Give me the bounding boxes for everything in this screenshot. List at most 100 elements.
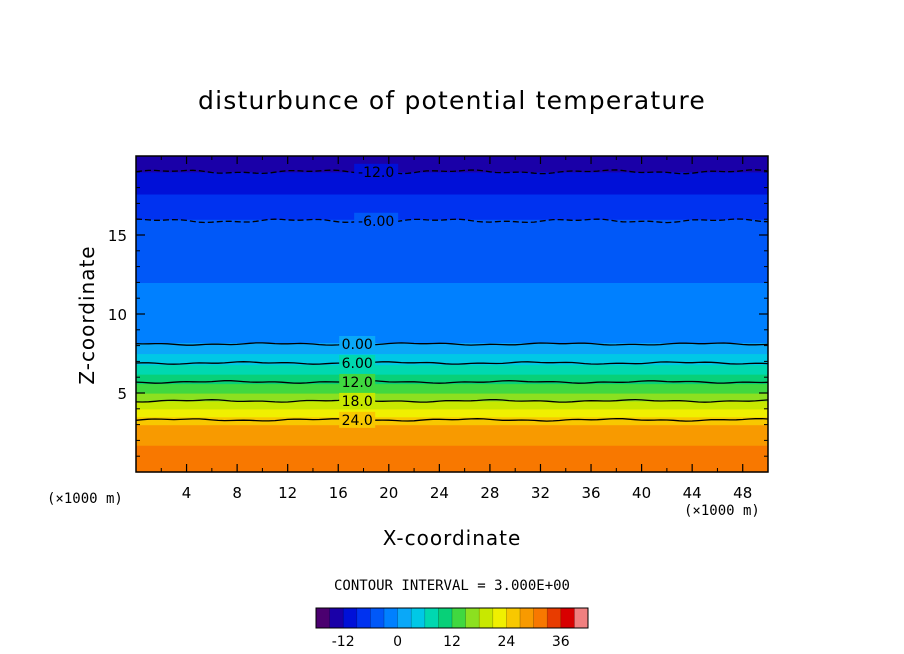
field-band: [136, 283, 768, 287]
field-band: [136, 432, 768, 435]
field-band: [136, 334, 768, 337]
contour-line: [135, 380, 769, 384]
field-band: [136, 345, 768, 348]
field-band: [136, 375, 768, 378]
field-band: [136, 366, 768, 369]
field-band: [136, 353, 768, 356]
field-band: [136, 421, 768, 424]
colorbar-tick-label: -12: [332, 634, 355, 650]
field-band: [136, 445, 768, 448]
colorbar-swatch: [343, 608, 358, 628]
field-band: [136, 468, 768, 472]
colorbar-swatch: [329, 608, 344, 628]
colorbar-swatch: [438, 608, 453, 628]
field-band: [136, 282, 768, 285]
colorbar-swatch: [479, 608, 494, 628]
field-band: [136, 216, 768, 219]
contour-label-bg: [354, 212, 399, 229]
field-band: [136, 250, 768, 253]
field-band: [136, 426, 768, 429]
field-band: [136, 454, 768, 457]
field-band: [136, 269, 768, 272]
field-band: [136, 358, 768, 361]
field-band: [136, 460, 768, 464]
field-band: [136, 340, 768, 344]
field-band: [136, 430, 768, 434]
field-band: [136, 252, 768, 255]
field-band: [136, 318, 768, 321]
field-band: [136, 348, 768, 351]
contour-label: 6.00: [342, 356, 373, 372]
field-band: [136, 217, 768, 220]
field-band: [136, 178, 768, 181]
field-band: [136, 389, 768, 393]
field-band: [136, 179, 768, 182]
field-band: [136, 337, 768, 340]
field-band: [136, 440, 768, 443]
field-band: [136, 328, 768, 331]
field-band: [136, 377, 768, 380]
field-band: [136, 231, 768, 235]
colorbar-tick-label: 0: [393, 634, 402, 650]
field-band: [136, 404, 768, 407]
contour-label-bg: [339, 373, 376, 390]
field-band: [136, 323, 768, 326]
field-band: [136, 280, 768, 283]
field-band: [136, 325, 768, 328]
field-band: [136, 272, 768, 276]
field-band: [136, 228, 768, 231]
field-band: [136, 160, 768, 163]
field-band: [136, 304, 768, 307]
field-band: [136, 369, 768, 372]
colorbar-swatch: [547, 608, 562, 628]
field-band: [136, 176, 768, 179]
field-band: [136, 295, 768, 298]
field-band: [136, 241, 768, 244]
field-band: [136, 320, 768, 323]
colorbar-frame: [315, 607, 589, 629]
contour-label: 18.0: [342, 394, 373, 410]
colorbar-swatch: [506, 608, 521, 628]
chart-title: disturbunce of potential temperature: [198, 86, 706, 115]
contour-label: 24.0: [342, 413, 373, 429]
x-tick-label: 16: [329, 484, 348, 502]
field-band: [136, 192, 768, 195]
field-band: [136, 193, 768, 197]
colorbar-swatch: [356, 608, 371, 628]
field-band: [136, 167, 768, 170]
field-band: [136, 415, 768, 418]
contour-label-bg: [339, 336, 376, 353]
field-band: [136, 189, 768, 192]
field-band: [136, 204, 768, 208]
field-band: [136, 290, 768, 293]
contour-interval-label: CONTOUR INTERVAL = 3.000E+00: [333, 578, 570, 594]
field-band: [136, 435, 768, 438]
field-band: [136, 383, 768, 386]
x-tick-label: 8: [232, 484, 242, 502]
field-band: [136, 441, 768, 445]
x-unit-left-label: (×1000 m): [47, 491, 123, 507]
field-band: [136, 168, 768, 171]
field-band: [136, 249, 768, 252]
field-band: [136, 437, 768, 440]
field-band: [136, 385, 768, 388]
field-band: [136, 230, 768, 233]
contour-line: [135, 361, 769, 365]
contour-label-bg: [339, 411, 376, 428]
field-band: [136, 261, 768, 265]
field-band: [136, 332, 768, 336]
field-band: [136, 306, 768, 309]
field-band: [136, 446, 768, 449]
field-band: [136, 182, 768, 186]
field-band: [136, 443, 768, 446]
field-band: [136, 459, 768, 462]
field-band: [136, 274, 768, 277]
field-band: [136, 266, 768, 269]
field-band: [136, 374, 768, 377]
field-band: [136, 364, 768, 367]
field-band: [136, 464, 768, 467]
field-band: [136, 277, 768, 280]
field-band: [136, 258, 768, 261]
field-band: [136, 165, 768, 168]
field-band: [136, 339, 768, 342]
